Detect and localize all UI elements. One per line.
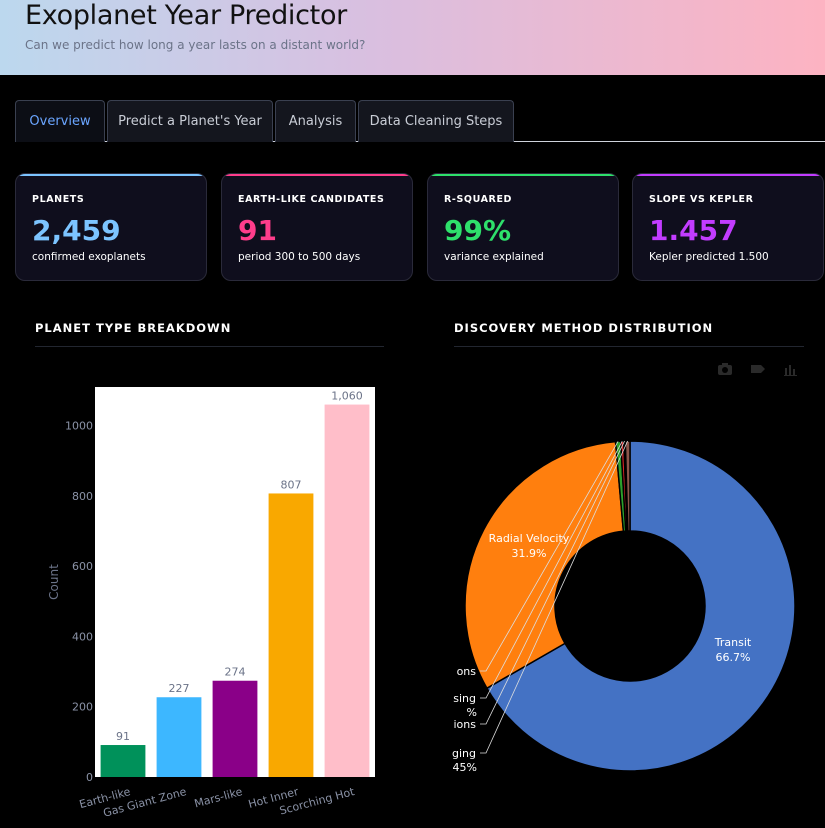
card-value: 2,459: [32, 214, 121, 247]
bar-value-label: 227: [169, 682, 190, 695]
y-tick-label: 0: [86, 771, 93, 784]
small-slice-label: ging: [452, 747, 476, 760]
small-slice-percent: %: [467, 706, 477, 719]
card-caption: Kepler predicted 1.500: [649, 251, 769, 263]
bars-icon[interactable]: [783, 362, 799, 376]
stat-card-r-squared: R-SQUARED 99% variance explained: [427, 173, 619, 281]
small-slice-label: ons: [457, 665, 477, 678]
tab-analysis[interactable]: Analysis: [275, 100, 356, 142]
y-tick-label: 400: [72, 630, 93, 643]
tab-overview[interactable]: Overview: [15, 100, 105, 142]
slice-label: Radial Velocity: [489, 532, 570, 545]
card-value: 1.457: [649, 214, 738, 247]
tab-predict[interactable]: Predict a Planet's Year: [107, 100, 273, 142]
y-tick-label: 1000: [65, 420, 93, 433]
card-label: PLANETS: [32, 194, 85, 205]
card-caption: confirmed exoplanets: [32, 251, 146, 263]
bar-earth-like[interactable]: [100, 745, 146, 777]
card-label: EARTH-LIKE CANDIDATES: [238, 194, 385, 205]
page-subtitle: Can we predict how long a year lasts on …: [25, 38, 366, 52]
small-slice-label: ions: [454, 718, 477, 731]
slice-radial-velocity[interactable]: [464, 440, 625, 690]
y-axis-label: Count: [47, 564, 61, 600]
leader-line: [480, 441, 619, 672]
section-divider: [454, 346, 804, 347]
app-header: Exoplanet Year Predictor Can we predict …: [0, 0, 825, 75]
bar-value-label: 91: [116, 730, 130, 743]
leader-line: [480, 440, 625, 725]
section-divider: [35, 346, 384, 347]
small-slice-label: sing: [453, 692, 476, 705]
discovery-method-title: DISCOVERY METHOD DISTRIBUTION: [454, 321, 714, 335]
tab-bar: Overview Predict a Planet's Year Analysi…: [15, 100, 825, 142]
card-accent-bar: [633, 174, 823, 176]
slice-percent: 31.9%: [512, 547, 547, 560]
slice-ging[interactable]: [624, 440, 631, 532]
stat-card-slope: SLOPE VS KEPLER 1.457 Kepler predicted 1…: [632, 173, 824, 281]
bar-value-label: 807: [281, 478, 302, 491]
card-caption: variance explained: [444, 251, 544, 263]
small-slice-percent: 45%: [453, 761, 477, 774]
card-value: 91: [238, 214, 277, 247]
card-accent-bar: [16, 174, 206, 176]
slice-transit[interactable]: [485, 440, 796, 772]
leader-line: [480, 440, 623, 699]
card-accent-bar: [222, 174, 412, 176]
x-tick-label: Mars-like: [193, 785, 244, 810]
card-label: R-SQUARED: [444, 194, 513, 205]
page-title: Exoplanet Year Predictor: [25, 0, 347, 31]
slice-percent: 66.7%: [716, 651, 751, 664]
bar-gas-giant-zone[interactable]: [156, 697, 202, 777]
bar-mars-like[interactable]: [212, 680, 258, 777]
tab-data-cleaning[interactable]: Data Cleaning Steps: [358, 100, 514, 142]
bar-scorching-hot[interactable]: [324, 404, 370, 777]
tag-icon[interactable]: [750, 362, 766, 376]
card-value: 99%: [444, 214, 512, 247]
card-caption: period 300 to 500 days: [238, 251, 361, 263]
stat-card-planets: PLANETS 2,459 confirmed exoplanets: [15, 173, 207, 281]
slice-label: Transit: [714, 636, 752, 649]
y-tick-label: 200: [72, 701, 93, 714]
bar-hot-inner[interactable]: [268, 493, 314, 777]
chart-modebar: [717, 362, 803, 378]
y-tick-label: 600: [72, 560, 93, 573]
planet-type-title: PLANET TYPE BREAKDOWN: [35, 321, 232, 335]
bar-value-label: 1,060: [331, 390, 363, 403]
leader-line: [480, 440, 629, 754]
bar-value-label: 274: [225, 666, 246, 679]
card-accent-bar: [428, 174, 618, 176]
stat-card-earth-like: EARTH-LIKE CANDIDATES 91 period 300 to 5…: [221, 173, 413, 281]
discovery-method-donut-chart: Transit 66.7% Radial Velocity 31.9% ons sing%…: [452, 440, 796, 774]
card-label: SLOPE VS KEPLER: [649, 194, 754, 205]
y-tick-label: 800: [72, 490, 93, 503]
camera-icon[interactable]: [717, 362, 733, 376]
